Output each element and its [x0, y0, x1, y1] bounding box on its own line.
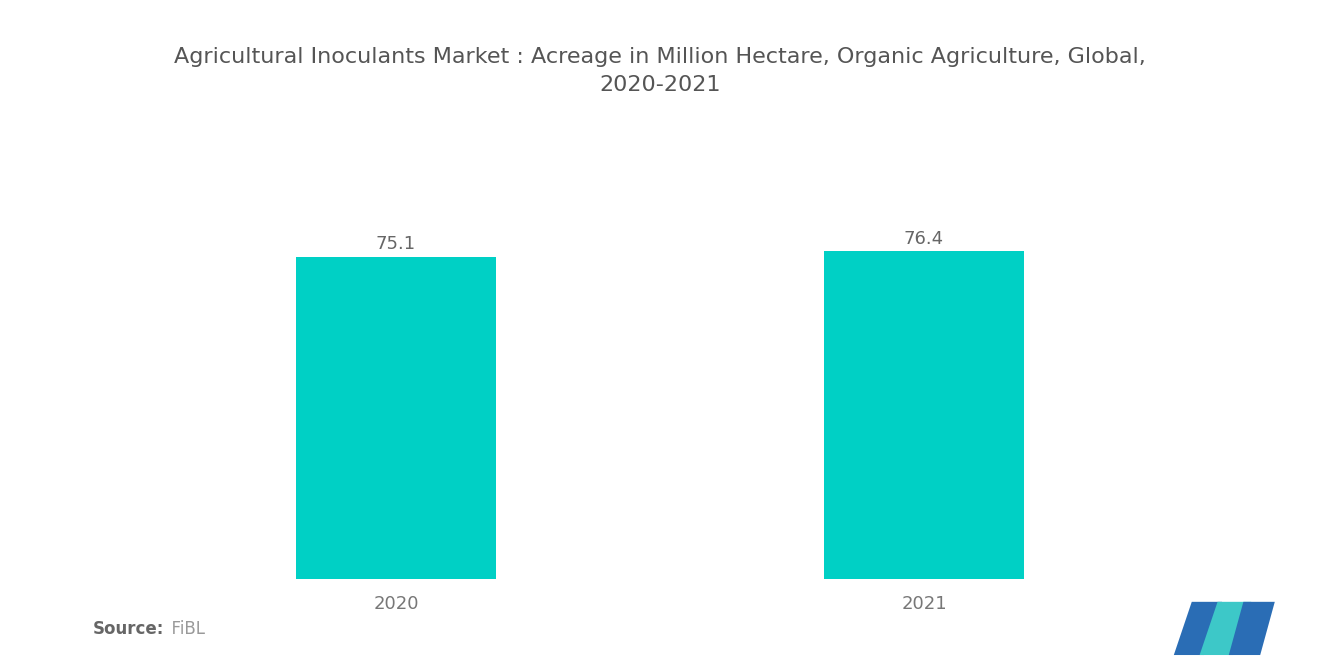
Text: 75.1: 75.1 — [376, 235, 416, 253]
Text: Agricultural Inoculants Market : Acreage in Million Hectare, Organic Agriculture: Agricultural Inoculants Market : Acreage… — [174, 47, 1146, 94]
Bar — [296, 257, 496, 579]
Text: 76.4: 76.4 — [904, 229, 944, 247]
Polygon shape — [1229, 602, 1275, 655]
Polygon shape — [1200, 602, 1251, 655]
Text: Source:: Source: — [92, 620, 164, 638]
Text: FiBL: FiBL — [161, 620, 205, 638]
Bar — [824, 251, 1024, 579]
Polygon shape — [1173, 602, 1222, 655]
